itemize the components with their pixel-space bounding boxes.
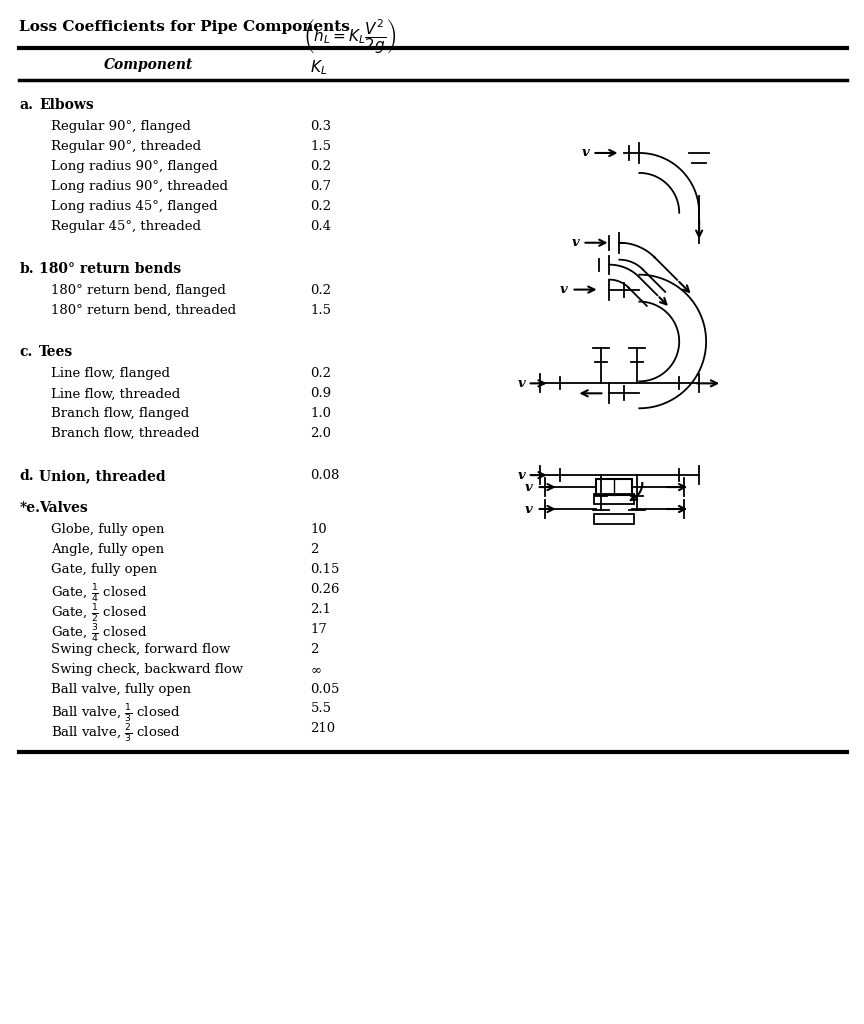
- Text: 5.5: 5.5: [310, 702, 332, 716]
- Text: Long radius 90°, flanged: Long radius 90°, flanged: [51, 160, 218, 173]
- Text: Regular 90°, threaded: Regular 90°, threaded: [51, 140, 201, 153]
- Text: Gate, $\frac{3}{4}$ closed: Gate, $\frac{3}{4}$ closed: [51, 623, 148, 645]
- Text: Valves: Valves: [39, 501, 88, 515]
- Text: Tees: Tees: [39, 345, 73, 359]
- Text: 0.05: 0.05: [310, 683, 340, 695]
- Text: Swing check, backward flow: Swing check, backward flow: [51, 663, 244, 676]
- Text: Gate, fully open: Gate, fully open: [51, 563, 157, 575]
- Text: 2.0: 2.0: [310, 427, 332, 440]
- Text: Ball valve, $\frac{1}{3}$ closed: Ball valve, $\frac{1}{3}$ closed: [51, 702, 181, 725]
- Text: 210: 210: [310, 722, 335, 735]
- Text: Globe, fully open: Globe, fully open: [51, 523, 165, 536]
- Text: v: v: [525, 480, 533, 494]
- Text: Line flow, flanged: Line flow, flanged: [51, 368, 170, 380]
- Text: 180° return bend, threaded: 180° return bend, threaded: [51, 303, 237, 316]
- Text: Loss Coefficients for Pipe Components: Loss Coefficients for Pipe Components: [19, 20, 350, 35]
- Text: $\boldsymbol{K_L}$: $\boldsymbol{K_L}$: [310, 58, 327, 77]
- Text: 0.2: 0.2: [310, 160, 332, 173]
- Text: Regular 90°, flanged: Regular 90°, flanged: [51, 120, 191, 133]
- Text: Gate, $\frac{1}{4}$ closed: Gate, $\frac{1}{4}$ closed: [51, 583, 148, 605]
- Text: 2: 2: [310, 543, 319, 556]
- Text: Ball valve, fully open: Ball valve, fully open: [51, 683, 191, 695]
- Text: v: v: [581, 146, 589, 160]
- Text: 0.2: 0.2: [310, 368, 332, 380]
- Text: v: v: [560, 283, 568, 296]
- Text: 1.0: 1.0: [310, 408, 332, 420]
- Text: Long radius 45°, flanged: Long radius 45°, flanged: [51, 200, 218, 213]
- Text: 0.2: 0.2: [310, 284, 332, 297]
- Text: d.: d.: [19, 469, 34, 483]
- Text: c.: c.: [19, 345, 33, 359]
- Text: *e.: *e.: [19, 501, 41, 515]
- Bar: [594, 514, 634, 524]
- Text: $\left(h_L = K_L \dfrac{V^2}{2g}\right)$: $\left(h_L = K_L \dfrac{V^2}{2g}\right)$: [303, 17, 397, 56]
- Text: Branch flow, threaded: Branch flow, threaded: [51, 427, 200, 440]
- Text: 180° return bends: 180° return bends: [39, 262, 181, 275]
- Text: 2: 2: [310, 643, 319, 655]
- Text: v: v: [518, 469, 525, 481]
- Text: 0.08: 0.08: [310, 469, 340, 482]
- Text: 1.5: 1.5: [310, 303, 332, 316]
- Text: Line flow, threaded: Line flow, threaded: [51, 387, 181, 400]
- Text: ∞: ∞: [310, 663, 321, 676]
- Text: Angle, fully open: Angle, fully open: [51, 543, 164, 556]
- Text: 180° return bend, flanged: 180° return bend, flanged: [51, 284, 226, 297]
- Text: Component: Component: [105, 58, 194, 73]
- Text: v: v: [525, 503, 533, 515]
- Text: Union, threaded: Union, threaded: [39, 469, 166, 483]
- Bar: [596, 479, 632, 495]
- Bar: [594, 494, 634, 504]
- Text: b.: b.: [19, 262, 34, 275]
- Text: 0.15: 0.15: [310, 563, 340, 575]
- Text: v: v: [518, 377, 525, 390]
- Text: Long radius 90°, threaded: Long radius 90°, threaded: [51, 180, 228, 193]
- Text: 0.2: 0.2: [310, 200, 332, 213]
- Text: a.: a.: [19, 98, 34, 112]
- Text: Regular 45°, threaded: Regular 45°, threaded: [51, 220, 201, 232]
- Text: 10: 10: [310, 523, 327, 536]
- Text: Ball valve, $\frac{2}{3}$ closed: Ball valve, $\frac{2}{3}$ closed: [51, 722, 181, 744]
- Text: 0.7: 0.7: [310, 180, 332, 193]
- Text: Swing check, forward flow: Swing check, forward flow: [51, 643, 231, 655]
- Text: 2.1: 2.1: [310, 603, 332, 615]
- Text: Branch flow, flanged: Branch flow, flanged: [51, 408, 189, 420]
- Text: 1.5: 1.5: [310, 140, 332, 153]
- Text: 0.26: 0.26: [310, 583, 340, 596]
- Text: 0.4: 0.4: [310, 220, 332, 232]
- Text: Gate, $\frac{1}{2}$ closed: Gate, $\frac{1}{2}$ closed: [51, 603, 148, 625]
- Text: 17: 17: [310, 623, 327, 636]
- Text: Elbows: Elbows: [39, 98, 94, 112]
- Text: 0.9: 0.9: [310, 387, 332, 400]
- Text: v: v: [572, 237, 580, 249]
- Text: 0.3: 0.3: [310, 120, 332, 133]
